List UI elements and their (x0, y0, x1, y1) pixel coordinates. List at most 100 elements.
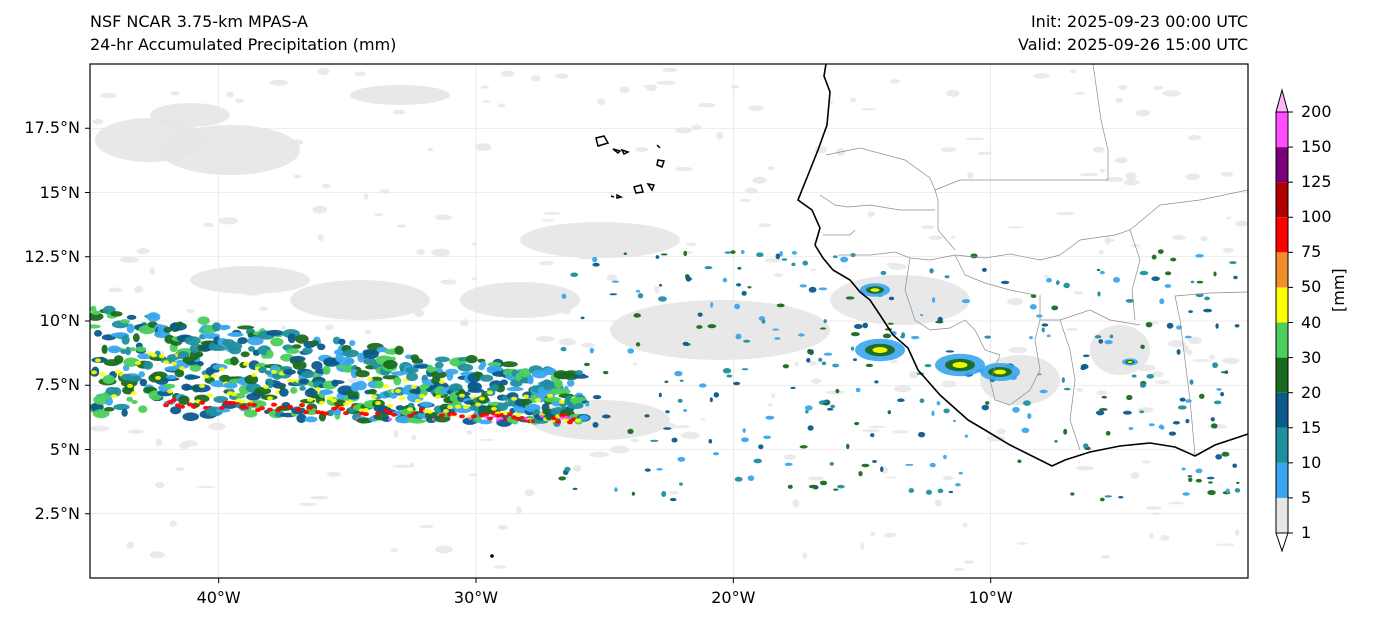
precip-cell (182, 412, 199, 422)
precip-cell (1153, 85, 1164, 90)
precip-cell (355, 370, 370, 378)
precip-cell (358, 299, 369, 306)
precip-cell (650, 439, 659, 442)
precip-cell (1029, 304, 1037, 310)
precip-cell (1016, 542, 1028, 545)
precip-cell (602, 370, 609, 375)
precip-cell (311, 361, 323, 370)
precip-cell (126, 314, 137, 320)
precip-cell (310, 340, 320, 346)
precip-cell (674, 370, 683, 377)
precip-cell (1195, 293, 1204, 298)
precip-cell (700, 418, 706, 421)
precip-cell (1213, 271, 1217, 277)
precip-cell (392, 464, 413, 468)
precip-cell (1185, 399, 1192, 403)
lon-tick-label: 40°W (196, 588, 241, 607)
precip-cell (415, 398, 421, 403)
precip-cell (1021, 427, 1030, 434)
precip-cell (135, 346, 147, 352)
precip-cell (219, 405, 225, 410)
precip-cell (269, 79, 289, 86)
precip-cell (1115, 97, 1124, 103)
precip-cell (740, 249, 745, 254)
precip-cell (184, 375, 201, 380)
precip-cell (481, 100, 491, 103)
precip-cell (870, 433, 875, 438)
precip-cell (434, 356, 450, 363)
precip-cell (363, 412, 369, 417)
precip-cell (1101, 554, 1111, 559)
precip-cell (298, 502, 318, 507)
precip-cell (292, 344, 302, 349)
precip-cell (1225, 488, 1230, 494)
precip-cell (113, 403, 130, 411)
colorbar-tick-label: 10 (1301, 452, 1322, 472)
precip-cell (840, 256, 849, 263)
precip-cell (680, 431, 700, 440)
precip-cell (767, 166, 776, 171)
precip-cell (149, 267, 156, 275)
colorbar-swatch (1276, 357, 1288, 393)
precip-cell (1033, 73, 1050, 79)
precip-cell (1118, 495, 1124, 499)
precip-cell (467, 382, 482, 392)
precip-cell (1215, 543, 1234, 546)
precip-cell (1236, 481, 1240, 485)
precip-cell (199, 400, 205, 405)
precip-cell (977, 151, 993, 156)
precip-cell (635, 147, 649, 152)
precip-cell (819, 327, 827, 330)
precip-cell (290, 280, 430, 320)
precip-cell (184, 336, 201, 346)
precip-cell (354, 71, 366, 77)
precip-cell (671, 437, 678, 443)
precip-cell (1105, 430, 1111, 436)
precip-cell (679, 379, 684, 382)
precip-cell (1185, 173, 1200, 181)
precip-cell (307, 405, 313, 410)
precip-cell (479, 438, 496, 441)
precip-cell (91, 310, 101, 316)
precip-cell (710, 301, 714, 308)
precip-cell (609, 293, 618, 296)
precip-cell (1220, 391, 1225, 397)
precip-cell (1113, 276, 1121, 283)
precip-cell (1151, 512, 1162, 516)
precip-cell (170, 406, 182, 415)
precip-cell (411, 384, 417, 389)
precip-cell (440, 279, 457, 285)
precip-cell (149, 551, 166, 559)
precip-cell (427, 147, 434, 152)
precip-cell (155, 438, 163, 447)
precip-cell (102, 374, 115, 384)
precip-cell (487, 361, 502, 367)
init-time: Init: 2025-09-23 00:00 UTC (1030, 12, 1248, 31)
precip-cell (581, 373, 586, 376)
precip-cell (802, 552, 808, 559)
precip-cell (744, 187, 758, 194)
precip-cell (807, 425, 814, 431)
precip-cell (480, 361, 487, 368)
precip-cell (849, 97, 857, 103)
precip-cell (585, 401, 590, 407)
precip-cell (1232, 463, 1238, 468)
precip-cell (439, 413, 445, 418)
precip-cell (635, 342, 641, 347)
precip-cell (566, 379, 575, 387)
precip-cell (958, 471, 963, 475)
precip-cell (343, 306, 361, 313)
precip-cell (1029, 336, 1034, 340)
precip-cell (459, 393, 465, 398)
valid-time: Valid: 2025-09-26 15:00 UTC (1017, 35, 1248, 54)
lon-tick-label: 30°W (453, 588, 499, 607)
precip-cell (570, 272, 579, 277)
precip-cell (319, 389, 334, 395)
precip-cell (487, 416, 493, 421)
precip-cell (434, 214, 453, 221)
precip-cell (845, 296, 855, 300)
precip-cell (1082, 354, 1090, 358)
precip-cell (123, 357, 140, 367)
precip-cell (559, 403, 567, 408)
